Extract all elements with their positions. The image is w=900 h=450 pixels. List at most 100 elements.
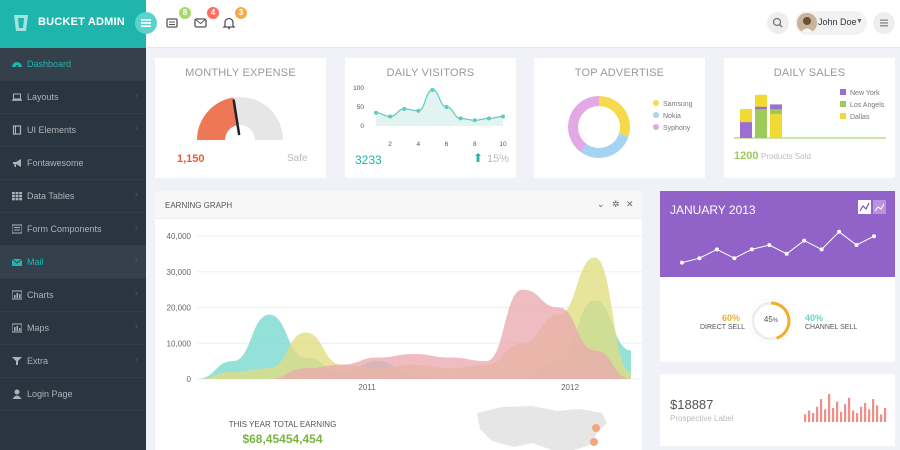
widget-title: DAILY SALES [773,67,846,79]
legend-dot [653,112,659,118]
sidebar-item-layouts[interactable]: Layouts › [0,81,146,114]
earning-total-value: $68,45454,454 [242,432,323,446]
map-marker[interactable] [590,438,598,446]
map-marker[interactable] [592,424,600,432]
visitors-area [376,89,503,126]
x-tick-label: 2012 [561,383,579,392]
alerts-badge: 3 [235,7,247,19]
january-point [680,260,684,265]
visitors-point [430,87,435,92]
y-tick-label: 0 [360,123,364,130]
laptop-icon [12,93,22,101]
visitors-value: 3233 [355,153,382,167]
prospective-widget: $18887 Prospective Label [660,374,895,446]
sales-value: 1200 [734,150,759,162]
sidebar-toggle-button[interactable] [135,12,157,34]
january-point [837,229,842,234]
sidebar-item-label: Login Page [27,389,73,399]
chevron-right-icon: › [134,123,138,134]
alerts-notification-button[interactable]: 3 [219,7,247,33]
x-tick-label: 2 [388,141,392,148]
visitors-point [388,114,393,119]
close-icon[interactable]: ✕ [626,199,634,209]
widget-title: DAILY VISITORS [386,67,475,79]
january-point [714,247,719,252]
chart-toggle-icon[interactable] [858,200,886,214]
january-point [784,251,789,256]
prospective-label: Prospective Label [670,414,734,423]
visitors-line [375,89,504,121]
prospective-bar [808,410,811,422]
brand[interactable]: BUCKET ADMIN [0,0,146,48]
sidebar-item-label: Extra [27,356,49,366]
sidebar-item-ui-elements[interactable]: UI Elements › [0,114,146,147]
search-icon [772,17,783,28]
prospective-bar [852,410,855,422]
expense-status: Safe [287,153,308,164]
expense-gauge [197,97,283,140]
january-point [767,243,772,247]
earning-area [197,289,631,379]
sidebar-item-extra[interactable]: Extra › [0,345,146,378]
chevron-right-icon: › [134,255,138,266]
panel-title: EARNING GRAPH [165,201,233,210]
bars-icon [880,19,888,27]
visitors-change: 15% [487,153,510,165]
bar-chart-icon [12,290,22,300]
book-icon [12,125,22,135]
top-advertise-donut [568,96,630,158]
gear-icon[interactable]: ✲ [612,199,620,209]
sidebar-item-label: Dashboard [27,59,72,69]
sidebar-item-login-page[interactable]: Login Page [0,378,146,411]
x-tick-label: 2011 [358,383,376,392]
donut-center-value: 45 [763,315,773,324]
sidebar-item-mail[interactable]: Mail › [0,246,146,279]
sidebar-item-label: Fontawesome [27,158,84,168]
prospective-bar [860,406,863,422]
widget-title: MONTHLY EXPENSE [185,67,296,79]
donut-progress [770,301,791,340]
chevron-right-icon: › [134,354,138,365]
prospective-bar [812,413,815,422]
sidebar-item-charts[interactable]: Charts › [0,279,146,312]
sidebar-item-dashboard[interactable]: Dashboard [0,48,146,81]
top-advertise-widget: TOP ADVERTISE Samsung Nokia Syphony [534,58,705,178]
january-line [681,231,875,264]
earning-graph-panel: EARNING GRAPH ⌄ ✲ ✕ 40,000 30,000 20,000 10… [155,191,642,450]
january-point [732,256,737,261]
top-bar: BUCKET ADMIN 8 4 3 John Doe [0,0,900,48]
bars-icon [141,19,151,27]
list-icon [12,224,22,234]
right-menu-button[interactable] [873,12,895,34]
prospective-bar [876,405,879,422]
panel-header: EARNING GRAPH ⌄ ✲ ✕ [155,191,642,219]
sidebar-item-fontawesome[interactable]: Fontawesome [0,147,146,180]
sidebar-item-data-tables[interactable]: Data Tables › [0,180,146,213]
legend-label: Dallas [850,114,870,121]
bell-icon [222,17,236,30]
visitors-point [444,105,449,109]
user-name: John Doe [818,17,857,27]
prospective-bar [828,394,831,422]
sidebar-item-label: Charts [27,290,54,300]
legend-dot [653,100,659,106]
chevron-down-icon[interactable]: ⌄ [597,199,605,209]
prospective-bar [804,414,807,422]
sidebar-item-form-components[interactable]: Form Components › [0,213,146,246]
user-dropdown[interactable]: John Doe ▼ [795,11,867,35]
legend-label: Samsung [663,101,693,108]
prospective-bar [844,404,847,422]
inbox-notification-button[interactable]: 4 [191,7,219,33]
prospective-bar [820,399,823,422]
tasks-notification-button[interactable]: 8 [163,7,191,33]
prospective-bar [848,397,851,422]
visitors-point [486,116,491,121]
sell-donut [748,298,794,344]
donut-center-unit: % [772,318,779,324]
january-point [872,234,876,239]
january-point [854,243,859,247]
sidebar-item-maps[interactable]: Maps › [0,312,146,345]
prospective-bar [816,406,819,422]
search-button[interactable] [767,12,789,34]
sales-bar [740,122,752,138]
